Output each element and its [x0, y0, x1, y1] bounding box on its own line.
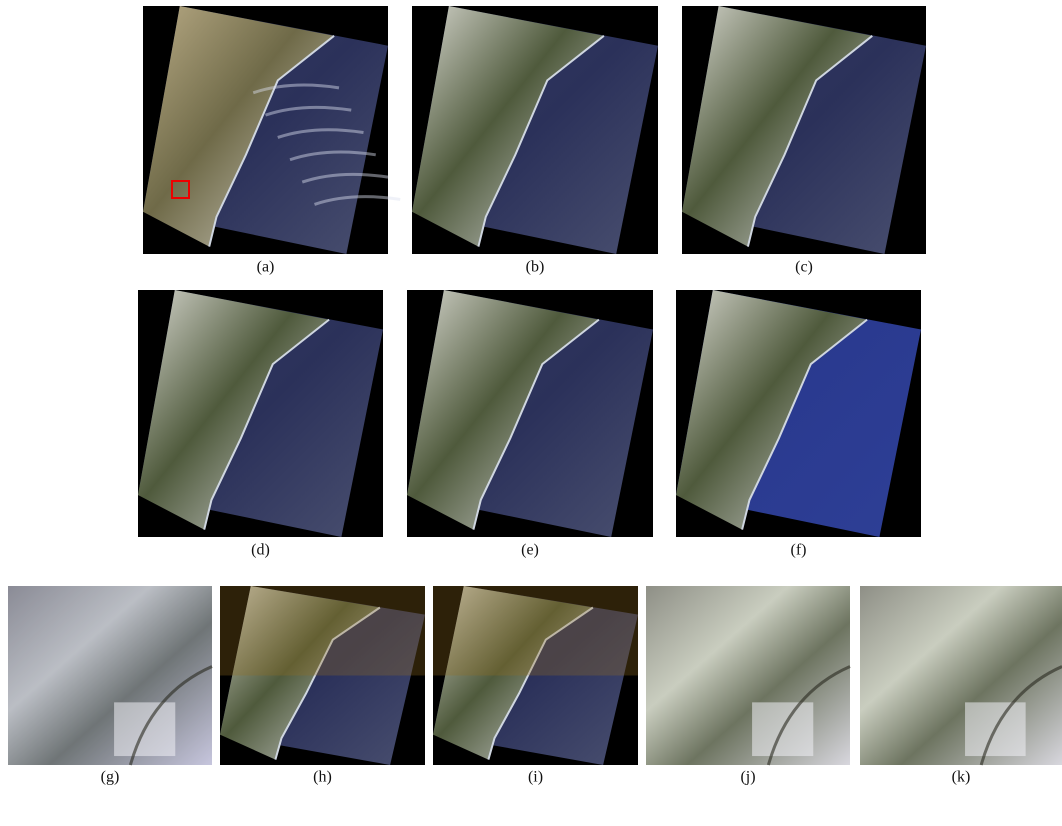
- caption: (a): [257, 259, 275, 276]
- tint: [220, 586, 425, 676]
- caption: (g): [101, 769, 120, 786]
- caption: (f): [791, 542, 807, 559]
- caption: (d): [251, 542, 270, 559]
- urban-image: [646, 586, 850, 765]
- caption: (e): [521, 542, 539, 559]
- caption: (c): [795, 259, 813, 276]
- caption: (h): [313, 769, 332, 786]
- caption: (j): [740, 769, 755, 786]
- tint: [8, 586, 212, 765]
- figure: (a) (b) (c) (d) (e) (f) (g) (h) (i) (j) (k): [0, 0, 1062, 821]
- urban-image: [860, 586, 1062, 765]
- tint: [433, 586, 638, 676]
- caption: (i): [528, 769, 543, 786]
- caption: (k): [952, 769, 971, 786]
- caption: (b): [526, 259, 545, 276]
